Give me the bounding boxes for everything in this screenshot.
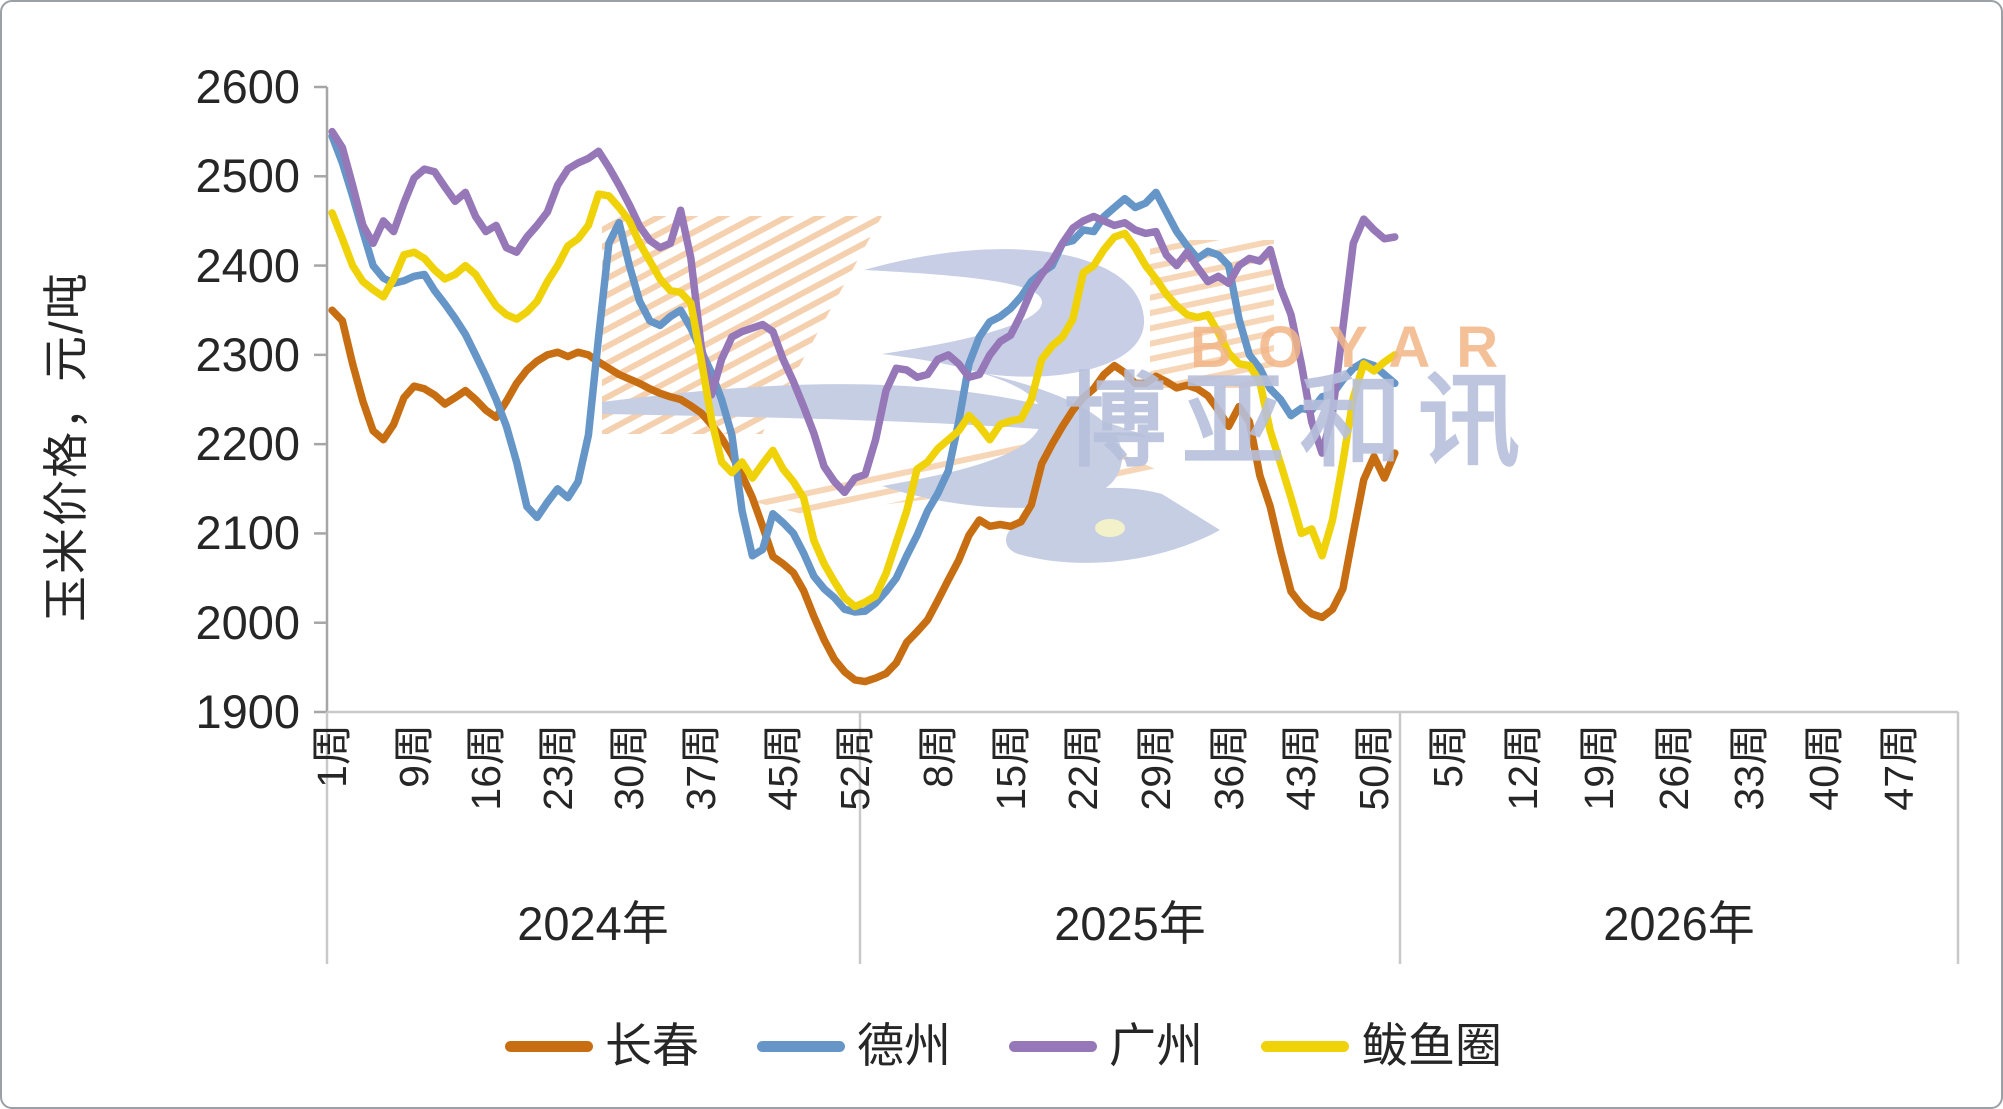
year-label-2024: 2024年 — [517, 897, 669, 950]
y-tick-label: 2300 — [195, 327, 300, 381]
legend-label: 广州 — [1109, 1019, 1203, 1072]
y-tick-label: 2600 — [195, 60, 300, 113]
x-tick-label: 12周 — [1500, 724, 1547, 811]
legend-swatch — [757, 1040, 845, 1052]
x-tick-label: 40周 — [1800, 724, 1847, 811]
series-line-广州 — [328, 127, 1399, 497]
legend-label: 长春 — [605, 1019, 699, 1072]
x-tick-label: 15周 — [987, 724, 1034, 811]
x-tick-label: 37周 — [678, 724, 725, 811]
x-tick-label: 9周 — [391, 724, 438, 788]
chart-legend: 长春 德州 广州 鲅鱼圈 — [2, 1016, 2001, 1076]
watermark-right-wing-hatch — [1150, 240, 1274, 388]
x-tick-label: 30周 — [606, 724, 653, 811]
legend-label: 德州 — [857, 1019, 951, 1072]
y-tick-label: 1900 — [195, 685, 300, 738]
x-tick-label: 43周 — [1278, 724, 1325, 811]
x-tick-label: 19周 — [1575, 724, 1622, 811]
x-tick-label: 47周 — [1875, 724, 1922, 811]
series-line-德州 — [328, 132, 1399, 616]
x-tick-label: 16周 — [462, 724, 509, 811]
x-tick-label: 29周 — [1132, 724, 1179, 811]
year-label-2025: 2025年 — [1054, 897, 1206, 950]
legend-swatch — [1009, 1040, 1097, 1052]
legend-item-鲅鱼圈: 鲅鱼圈 — [1261, 1020, 1502, 1072]
watermark-company-name: 博亚和讯 — [1064, 365, 1536, 479]
watermark-left-wing-hatch — [602, 216, 882, 434]
watermark-bird-sweep — [602, 384, 1152, 438]
x-tick-label: 50周 — [1351, 724, 1398, 811]
x-tick-label: 23周 — [534, 724, 581, 811]
legend-swatch — [505, 1040, 593, 1052]
y-tick-label: 2100 — [195, 506, 300, 560]
y-tick-label: 2500 — [195, 149, 300, 203]
x-tick-label: 5周 — [1425, 724, 1472, 788]
legend-label: 鲅鱼圈 — [1361, 1019, 1502, 1072]
x-tick-label: 22周 — [1060, 724, 1107, 811]
legend-item-长春: 长春 — [505, 1020, 699, 1072]
x-tick-label: 36周 — [1205, 724, 1252, 811]
y-tick-label: 2200 — [195, 417, 300, 471]
legend-item-广州: 广州 — [1009, 1020, 1203, 1072]
x-tick-label: 8周 — [914, 724, 961, 788]
watermark-bird-eye — [1095, 519, 1125, 537]
watermark-company-latin: BOYAR — [1190, 315, 1525, 380]
series-line-长春 — [328, 306, 1399, 686]
series-line-鲅鱼圈 — [328, 190, 1399, 611]
y-tick-label: 2400 — [195, 238, 300, 292]
y-tick-label: 2000 — [195, 595, 300, 649]
x-tick-label: 33周 — [1725, 724, 1772, 811]
x-tick-label: 1周 — [309, 724, 356, 788]
year-label-2026: 2026年 — [1603, 897, 1755, 950]
legend-swatch — [1261, 1040, 1349, 1052]
legend-item-德州: 德州 — [757, 1020, 951, 1072]
x-tick-label: 45周 — [760, 724, 807, 811]
x-tick-label: 26周 — [1650, 724, 1697, 811]
series-layer — [328, 127, 1399, 686]
x-tick-label: 52周 — [831, 724, 878, 811]
axes-layer — [314, 85, 1960, 964]
